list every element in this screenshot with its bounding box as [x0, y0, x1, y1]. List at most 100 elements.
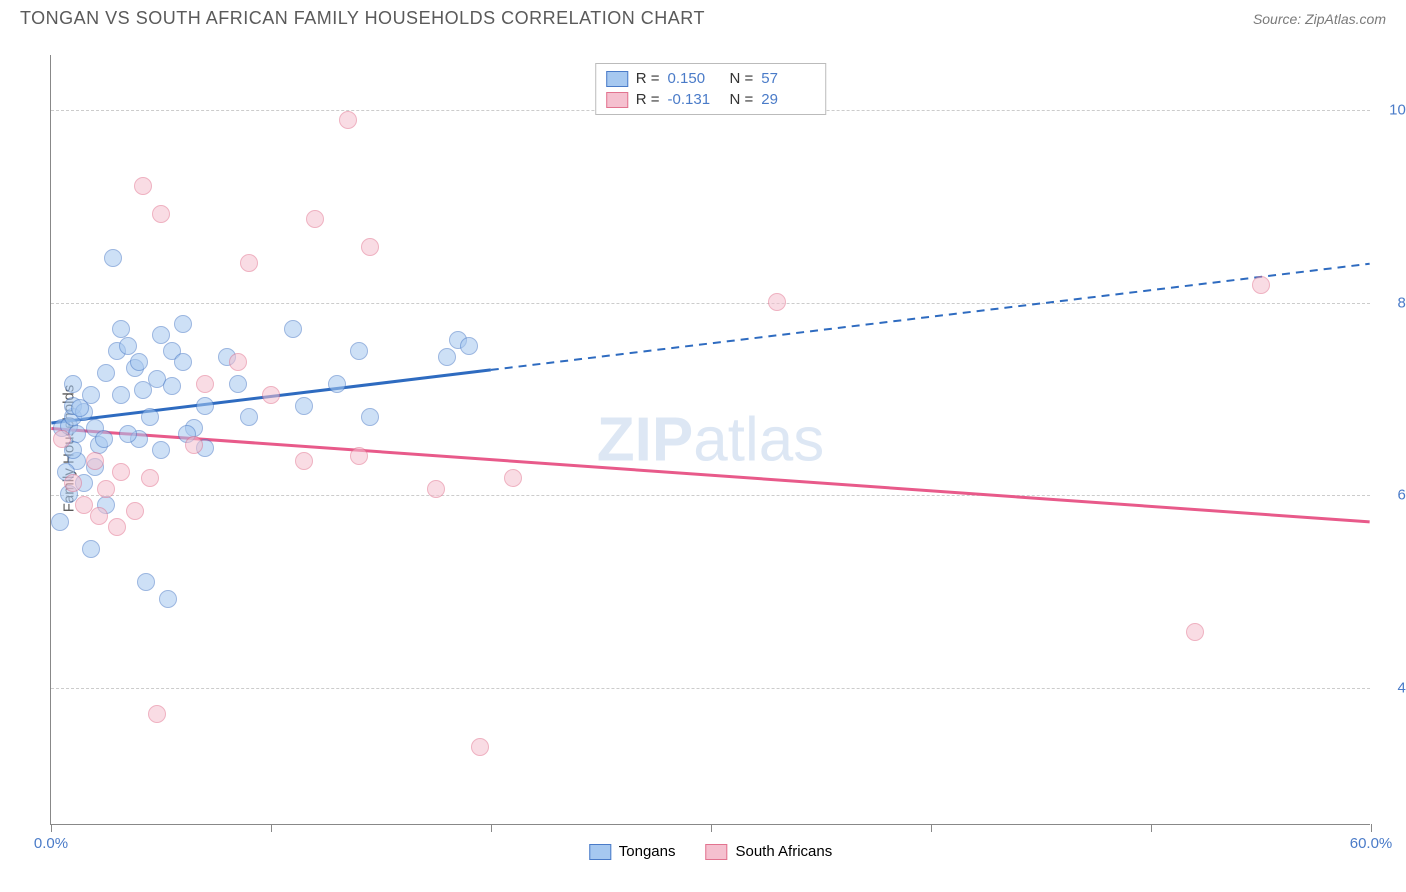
- legend-stat-row: R = 0.150 N = 57: [606, 68, 816, 89]
- scatter-point: [350, 342, 368, 360]
- n-value: 29: [761, 91, 815, 108]
- scatter-point: [229, 353, 247, 371]
- x-tick: [1151, 824, 1152, 832]
- n-value: 57: [761, 70, 815, 87]
- legend-series-label: Tongans: [619, 843, 676, 860]
- scatter-point: [112, 320, 130, 338]
- x-tick: [711, 824, 712, 832]
- scatter-point: [262, 386, 280, 404]
- scatter-point: [339, 111, 357, 129]
- scatter-point: [229, 375, 247, 393]
- gridline: [51, 688, 1370, 689]
- scatter-point: [152, 326, 170, 344]
- x-tick: [1371, 824, 1372, 832]
- scatter-point: [174, 353, 192, 371]
- y-tick-label: 82.5%: [1397, 294, 1406, 311]
- scatter-point: [148, 705, 166, 723]
- scatter-point: [141, 408, 159, 426]
- y-tick-label: 47.5%: [1397, 679, 1406, 696]
- scatter-point: [95, 430, 113, 448]
- legend-series-item: South Africans: [705, 843, 832, 860]
- scatter-point: [108, 518, 126, 536]
- scatter-point: [295, 397, 313, 415]
- scatter-point: [163, 377, 181, 395]
- scatter-point: [504, 469, 522, 487]
- scatter-point: [1186, 623, 1204, 641]
- scatter-point: [427, 480, 445, 498]
- legend-stat-row: R = -0.131 N = 29: [606, 89, 816, 110]
- chart-source: Source: ZipAtlas.com: [1253, 11, 1386, 27]
- x-tick-label: 60.0%: [1350, 835, 1393, 852]
- x-tick: [491, 824, 492, 832]
- scatter-point: [306, 210, 324, 228]
- scatter-point: [86, 452, 104, 470]
- correlation-legend: R = 0.150 N = 57 R = -0.131 N = 29: [595, 63, 827, 115]
- n-label: N =: [730, 70, 754, 87]
- scatter-point: [196, 375, 214, 393]
- scatter-point: [137, 573, 155, 591]
- scatter-point: [1252, 276, 1270, 294]
- r-label: R =: [636, 91, 660, 108]
- scatter-point: [126, 502, 144, 520]
- legend-series-item: Tongans: [589, 843, 676, 860]
- scatter-point: [97, 364, 115, 382]
- scatter-point: [284, 320, 302, 338]
- x-tick-label: 0.0%: [34, 835, 68, 852]
- n-label: N =: [730, 91, 754, 108]
- scatter-point: [295, 452, 313, 470]
- legend-swatch: [606, 92, 628, 108]
- scatter-point: [460, 337, 478, 355]
- scatter-point: [328, 375, 346, 393]
- scatter-point: [152, 205, 170, 223]
- scatter-point: [159, 590, 177, 608]
- series-legend: Tongans South Africans: [589, 843, 832, 860]
- scatter-point: [130, 353, 148, 371]
- scatter-point: [361, 408, 379, 426]
- scatter-point: [240, 254, 258, 272]
- scatter-point: [768, 293, 786, 311]
- y-tick-label: 65.0%: [1397, 487, 1406, 504]
- legend-swatch: [606, 71, 628, 87]
- legend-swatch: [705, 844, 727, 860]
- scatter-point: [185, 436, 203, 454]
- scatter-point: [196, 397, 214, 415]
- scatter-point: [71, 399, 89, 417]
- r-value: -0.131: [668, 91, 722, 108]
- scatter-point: [134, 177, 152, 195]
- scatter-point: [152, 441, 170, 459]
- scatter-point: [350, 447, 368, 465]
- scatter-point: [438, 348, 456, 366]
- scatter-point: [82, 540, 100, 558]
- legend-swatch: [589, 844, 611, 860]
- scatter-point: [90, 507, 108, 525]
- scatter-point: [53, 430, 71, 448]
- x-tick: [931, 824, 932, 832]
- scatter-point: [51, 513, 69, 531]
- scatter-point: [104, 249, 122, 267]
- chart-plot-area: Family Households 47.5%65.0%82.5%100.0% …: [50, 55, 1370, 825]
- scatter-point: [112, 386, 130, 404]
- gridline: [51, 495, 1370, 496]
- scatter-point: [112, 463, 130, 481]
- scatter-point: [97, 480, 115, 498]
- scatter-point: [361, 238, 379, 256]
- scatter-point: [68, 425, 86, 443]
- gridline: [51, 303, 1370, 304]
- watermark: ZIPatlas: [597, 404, 824, 475]
- scatter-point: [471, 738, 489, 756]
- scatter-point: [174, 315, 192, 333]
- scatter-point: [119, 337, 137, 355]
- r-label: R =: [636, 70, 660, 87]
- r-value: 0.150: [668, 70, 722, 87]
- legend-series-label: South Africans: [735, 843, 832, 860]
- scatter-point: [240, 408, 258, 426]
- scatter-point: [141, 469, 159, 487]
- chart-title: TONGAN VS SOUTH AFRICAN FAMILY HOUSEHOLD…: [20, 8, 705, 29]
- scatter-point: [119, 425, 137, 443]
- trend-lines: [51, 55, 1370, 824]
- scatter-point: [64, 474, 82, 492]
- scatter-point: [64, 375, 82, 393]
- x-tick: [51, 824, 52, 832]
- y-tick-label: 100.0%: [1389, 102, 1406, 119]
- x-tick: [271, 824, 272, 832]
